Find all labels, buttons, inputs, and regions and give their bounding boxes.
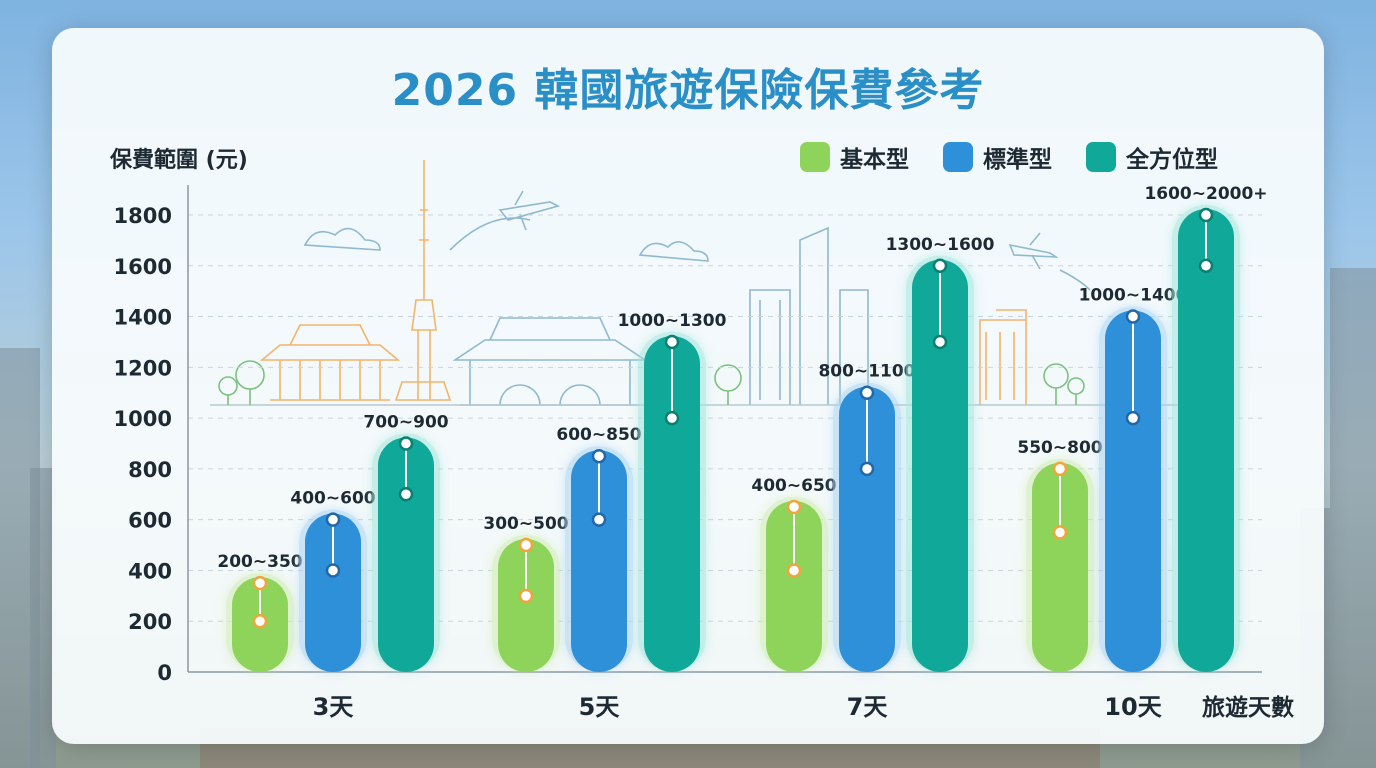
y-tick-label: 1200: [114, 356, 172, 380]
bar: [766, 500, 822, 672]
bar: [644, 335, 700, 672]
bar: [839, 386, 895, 672]
legend-label-standard: 標準型: [983, 147, 1052, 173]
data-label: 400~650: [751, 476, 836, 496]
legend-item-standard: 標準型: [943, 140, 1052, 174]
legend: 基本型 標準型 全方位型: [800, 140, 1218, 174]
legend-item-basic: 基本型: [800, 140, 909, 174]
range-point: [591, 512, 607, 527]
y-tick-label: 600: [128, 509, 172, 533]
data-label: 600~850: [556, 425, 641, 445]
range-point: [786, 499, 802, 515]
legend-swatch-standard: [943, 142, 973, 172]
data-label: 200~350: [217, 552, 302, 572]
bar-group: 1300~1600: [886, 235, 995, 672]
bar-group: 1600~2000+: [1144, 184, 1268, 672]
range-point: [1052, 525, 1068, 540]
bar: [1178, 209, 1234, 672]
bar: [571, 450, 627, 672]
y-tick-label: 0: [157, 661, 172, 685]
bar-group: 200~350: [217, 552, 303, 672]
y-tick-label: 1000: [114, 407, 172, 431]
bar-group: 400~600: [290, 489, 376, 672]
bar-group: 1000~1300: [618, 311, 727, 672]
x-tick-label: 5天: [579, 693, 620, 721]
range-point: [398, 487, 414, 502]
legend-swatch-full: [1086, 142, 1116, 172]
range-point: [1125, 410, 1141, 426]
range-point: [859, 461, 875, 477]
data-label: 1600~2000+: [1144, 184, 1267, 204]
range-point: [252, 613, 268, 629]
y-tick-label: 1400: [114, 306, 172, 330]
chart-title: 2026 韓國旅遊保險保費參考: [391, 65, 985, 116]
range-point: [1125, 309, 1141, 324]
bar: [1032, 462, 1088, 672]
bar: [305, 513, 361, 672]
range-point: [1052, 461, 1068, 477]
range-point: [1198, 258, 1214, 274]
legend-label-basic: 基本型: [840, 147, 909, 173]
range-point: [664, 410, 680, 426]
bar: [498, 539, 554, 672]
range-point: [664, 334, 680, 350]
range-point: [786, 563, 802, 578]
bar: [912, 259, 968, 672]
y-axis-ticks: 0 200 400 600 800 1000 1200 1400 1600 1800: [114, 204, 172, 685]
legend-label-full: 全方位型: [1126, 147, 1218, 173]
legend-swatch-basic: [800, 142, 830, 172]
range-point: [932, 334, 948, 350]
bar-group: 700~900: [363, 413, 449, 672]
y-tick-label: 800: [128, 458, 172, 482]
data-label: 300~500: [483, 514, 568, 534]
data-label: 1300~1600: [886, 235, 995, 255]
bar-group: 400~650: [751, 476, 837, 672]
range-point: [518, 588, 534, 604]
bar-group: 550~800: [1017, 438, 1103, 672]
range-point: [252, 575, 268, 591]
legend-item-full: 全方位型: [1086, 140, 1218, 174]
x-axis-ticks: 3天 5天 7天 10天: [313, 693, 1162, 721]
x-tick-label: 7天: [847, 693, 888, 721]
y-tick-label: 1600: [114, 255, 172, 279]
y-tick-label: 200: [128, 610, 172, 634]
range-point: [1198, 207, 1214, 223]
y-tick-label: 1800: [114, 204, 172, 228]
x-axis-label: 旅遊天數: [1202, 694, 1294, 721]
bar-group: 300~500: [483, 514, 569, 672]
range-point: [591, 448, 607, 464]
y-tick-label: 400: [128, 559, 172, 583]
bar-group: 800~1100: [818, 362, 916, 672]
data-label: 800~1100: [818, 362, 915, 382]
data-label: 700~900: [363, 413, 448, 433]
y-axis-label: 保費範圍 (元): [110, 148, 248, 173]
bar-group: 600~850: [556, 425, 642, 672]
x-tick-label: 10天: [1104, 693, 1161, 721]
range-point: [325, 512, 341, 527]
data-label: 1000~1300: [618, 311, 727, 331]
range-point: [859, 385, 875, 400]
range-point: [398, 436, 414, 451]
bars-layer: 200~350 400~600 700~900 300~500 600~850 1000~…: [217, 184, 1268, 672]
range-point: [325, 563, 341, 578]
range-point: [518, 537, 534, 553]
bar: [378, 437, 434, 672]
data-label: 1000~1400: [1079, 286, 1188, 306]
data-label: 550~800: [1017, 438, 1102, 458]
data-label: 400~600: [290, 489, 375, 509]
bar-group: 1000~1400: [1079, 286, 1188, 672]
range-point: [932, 258, 948, 274]
x-tick-label: 3天: [313, 693, 354, 721]
bar: [1105, 310, 1161, 672]
